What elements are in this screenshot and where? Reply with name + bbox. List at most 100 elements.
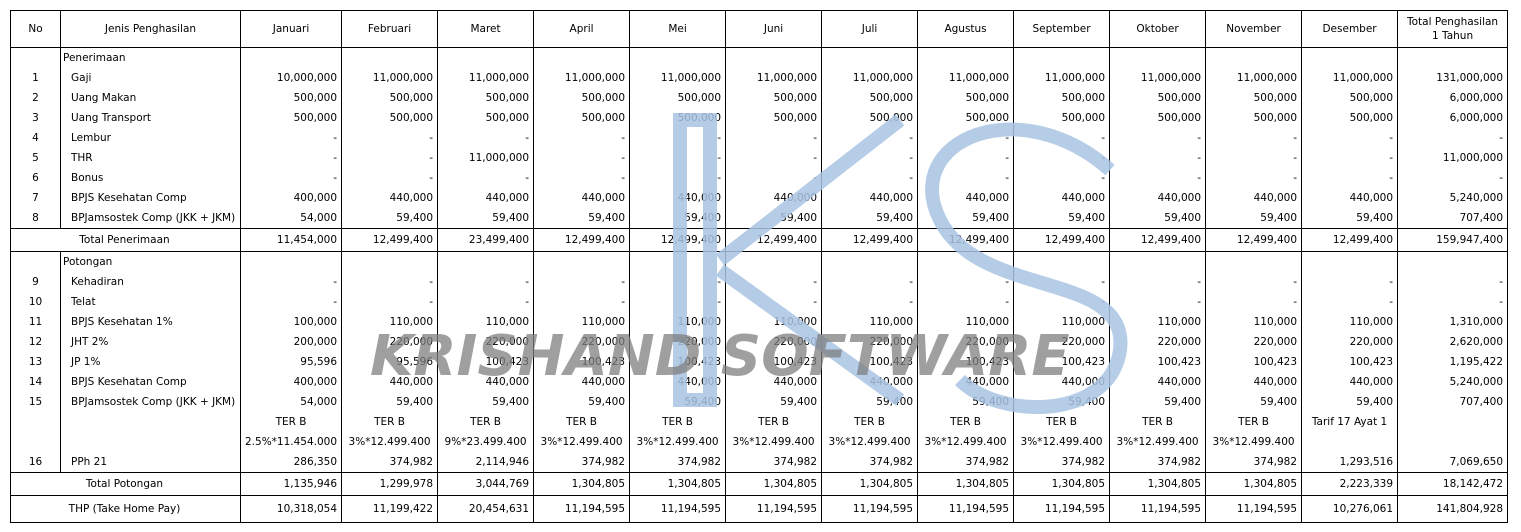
row-value: -	[1301, 128, 1398, 148]
section-penerimaan-empty-cell	[533, 47, 630, 68]
row-value: 110,000	[821, 312, 918, 332]
row-value: -	[821, 128, 918, 148]
row-label: Bonus	[60, 168, 241, 188]
section-penerimaan-empty-cell	[1109, 47, 1206, 68]
row-value: 59,400	[917, 208, 1014, 229]
row-value: 110,000	[1013, 312, 1110, 332]
ter-row: TER B TER B TER B TER B TER B TER B TER B TER B…	[11, 412, 1508, 432]
header-month-mei: Mei	[629, 10, 726, 48]
ter-row-label	[60, 412, 241, 432]
row-value: -	[1109, 292, 1206, 312]
row-value: -	[629, 128, 726, 148]
row-value: 11,000,000	[725, 68, 822, 88]
row-number: 12	[28, 336, 43, 348]
header-month-agustus: Agustus	[917, 10, 1014, 48]
row-number: 5	[32, 152, 39, 164]
total-penerimaan-row-total: 159,947,400	[1397, 228, 1508, 252]
row-value: -	[239, 272, 342, 292]
row-value: 374,982	[1205, 452, 1302, 473]
section-potongan-empty-total	[1397, 251, 1508, 272]
total-potongan-row-value: 2,223,339	[1301, 472, 1398, 496]
row-value: -	[1301, 168, 1398, 188]
section-potongan-empty-cell	[725, 251, 822, 272]
thp-row-value: 11,194,595	[533, 495, 630, 523]
salary-table: No Jenis Penghasilan Januari Februari Mare…	[10, 10, 1509, 523]
row-value: 500,000	[1205, 88, 1302, 108]
row-value: 374,982	[725, 452, 822, 473]
header-total: Total Penghasilan 1 Tahun	[1397, 10, 1508, 48]
section-penerimaan-empty-cell	[1205, 47, 1302, 68]
table-row: 9 Kehadiran - - - - - - - - - - - - -	[11, 272, 1508, 292]
row-value: 100,423	[1301, 352, 1398, 372]
header-total-line1: Total Penghasilan	[1407, 16, 1499, 28]
section-penerimaan-row: Penerimaan	[11, 47, 1508, 68]
row-value: 220,000	[341, 332, 438, 352]
total-potongan-row-value: 1,304,805	[533, 472, 630, 496]
thp-row: THP (Take Home Pay) 10,318,054 11,199,422 2…	[11, 495, 1508, 523]
row-number: 9	[32, 276, 39, 288]
ter-row-cell: TER B	[341, 412, 438, 432]
total-penerimaan-row-value: 12,499,400	[1109, 228, 1206, 252]
row-value: 59,400	[437, 208, 534, 229]
formula-row-cell: 3%*12.499.400	[1013, 432, 1110, 452]
section-potongan-empty-cell	[437, 251, 534, 272]
formula-row-cell: 3%*12.499.400	[821, 432, 918, 452]
total-penerimaan-row-value: 12,499,400	[533, 228, 630, 252]
total-penerimaan-row-value: 12,499,400	[341, 228, 438, 252]
total-potongan-row: Total Potongan 1,135,946 1,299,978 3,044,76…	[10, 472, 1508, 496]
row-label: Gaji	[60, 68, 241, 88]
row-value: 500,000	[533, 88, 630, 108]
row-number: 16	[28, 456, 43, 468]
row-value: 440,000	[917, 372, 1014, 392]
row-value: 440,000	[629, 372, 726, 392]
row-value: 59,400	[821, 392, 918, 412]
row-value: 11,000,000	[821, 68, 918, 88]
header-month-februari: Februari	[341, 10, 438, 48]
formula-row-cell: 3%*12.499.400	[533, 432, 630, 452]
row-number: 8	[32, 212, 39, 224]
formula-row: 2.5%*11.454.000 3%*12.499.400 9%*23.499.40…	[11, 432, 1508, 452]
row-value: 220,000	[1205, 332, 1302, 352]
row-value: 220,000	[917, 332, 1014, 352]
table-row: 13 JP 1% 95,596 95,596 100,423 100,423 100,423…	[11, 352, 1508, 372]
row-value: -	[1205, 128, 1302, 148]
ter-row-cell: TER B	[1205, 412, 1302, 432]
row-value: -	[1301, 292, 1398, 312]
row-value: -	[917, 272, 1014, 292]
row-value: 110,000	[1205, 312, 1302, 332]
ter-row-total	[1397, 412, 1508, 432]
row-value: 220,000	[1013, 332, 1110, 352]
row-value: 374,982	[533, 452, 630, 473]
row-label: BPJamsostek Comp (JKK + JKM)	[60, 392, 241, 412]
row-value: 59,400	[1109, 392, 1206, 412]
row-value: 110,000	[629, 312, 726, 332]
row-value: 374,982	[629, 452, 726, 473]
section-penerimaan-empty-cell	[917, 47, 1014, 68]
header-no: No	[10, 10, 61, 48]
row-value: 500,000	[1013, 108, 1110, 128]
row-value: 95,596	[239, 352, 342, 372]
row-value: 500,000	[1109, 108, 1206, 128]
total-penerimaan-row-value: 23,499,400	[437, 228, 534, 252]
formula-row-total	[1397, 432, 1508, 452]
row-label: PPh 21	[60, 452, 241, 473]
row-value: 440,000	[1205, 372, 1302, 392]
thp-row-value: 11,194,595	[821, 495, 918, 523]
row-value: 440,000	[437, 372, 534, 392]
row-value: 500,000	[239, 88, 342, 108]
row-value: -	[437, 272, 534, 292]
row-value: 110,000	[533, 312, 630, 332]
row-value: 500,000	[437, 108, 534, 128]
row-value: 200,000	[239, 332, 342, 352]
row-value: 59,400	[341, 392, 438, 412]
row-value: 220,000	[821, 332, 918, 352]
table-row: 5 THR - -11,000,000- - - - - - - - -11,000,000	[11, 148, 1508, 168]
row-label: THR	[60, 148, 241, 168]
thp-row-value: 10,318,054	[239, 495, 342, 523]
row-value: 500,000	[629, 108, 726, 128]
row-value: 54,000	[239, 392, 342, 412]
section-penerimaan-empty-cell	[239, 47, 342, 68]
row-value: -	[725, 148, 822, 168]
total-penerimaan-row-value: 12,499,400	[917, 228, 1014, 252]
row-value: 500,000	[437, 88, 534, 108]
